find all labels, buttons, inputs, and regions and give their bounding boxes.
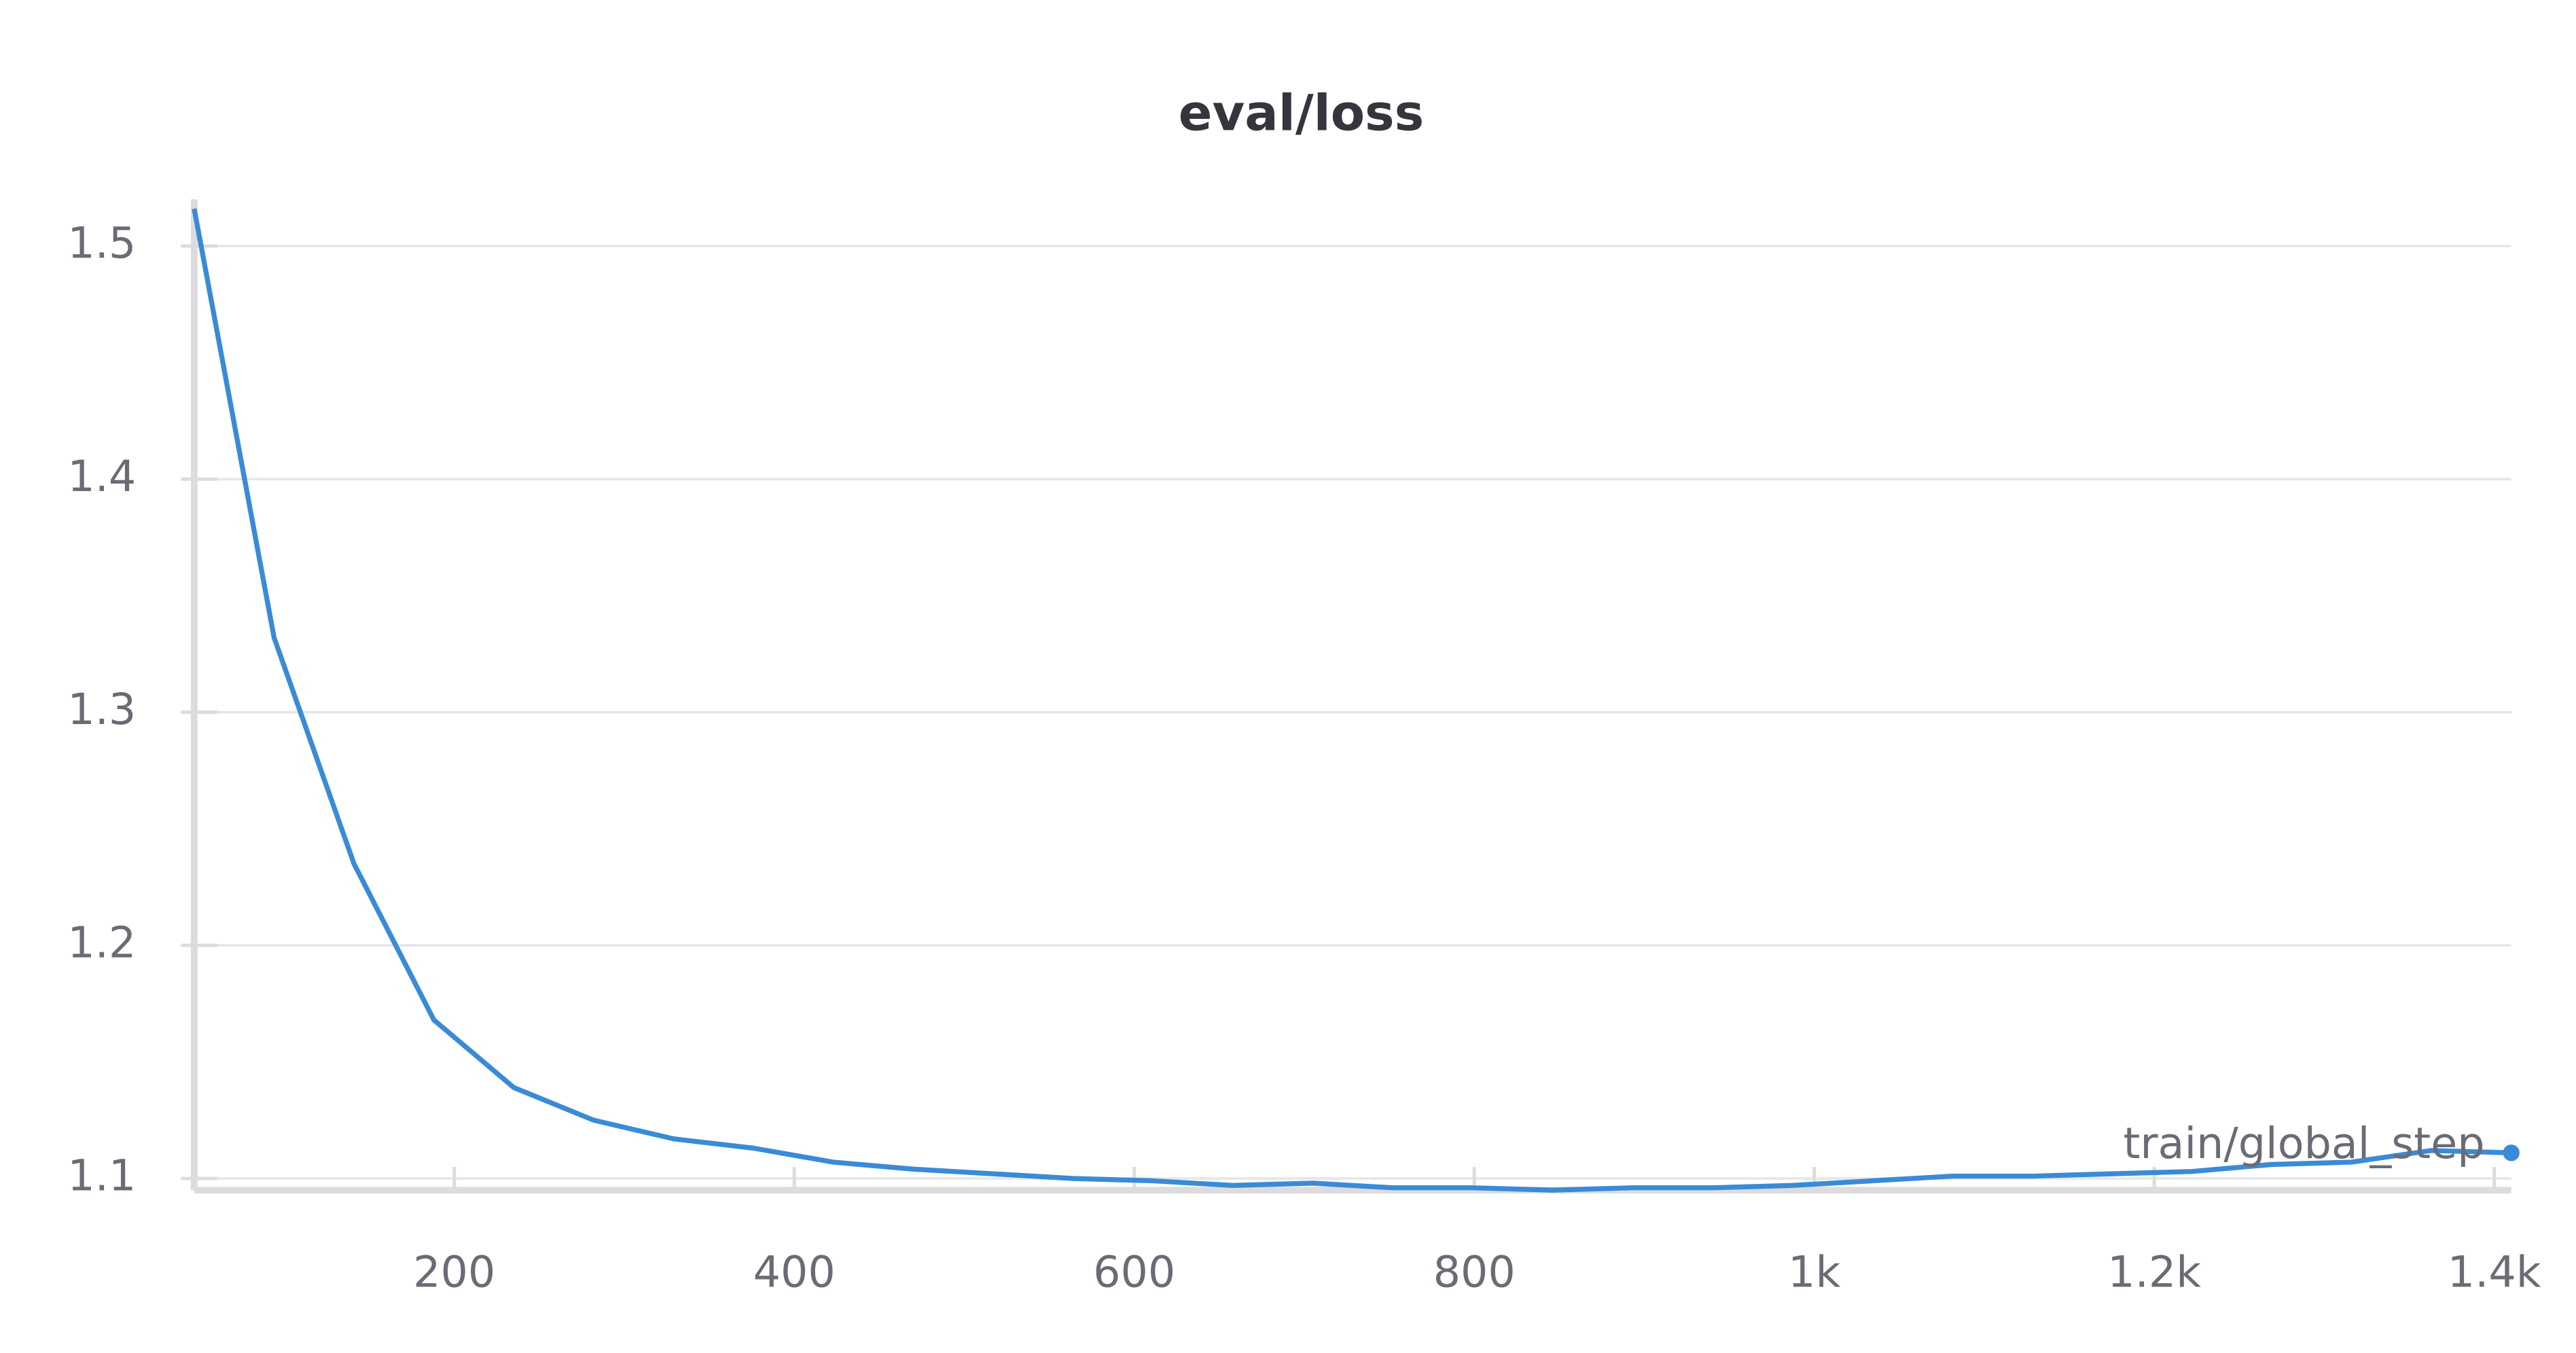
line — [192, 208, 2511, 1193]
y-tick-label: 1.1 — [67, 1151, 136, 1201]
x-tick-label: 1.2k — [2107, 1246, 2201, 1297]
x-tick-label: 200 — [413, 1246, 495, 1297]
y-tick-label: 1.4 — [67, 451, 136, 501]
chart-title: eval/loss — [1179, 84, 1425, 142]
x-tick-label: 800 — [1433, 1246, 1516, 1297]
y-tick-label: 1.5 — [67, 218, 136, 268]
x-tick-label: 600 — [1093, 1246, 1175, 1297]
series-label: train/global_step — [2124, 1118, 2485, 1168]
end-point — [2503, 1144, 2520, 1161]
x-tick-label: 1k — [1788, 1246, 1840, 1297]
x-tick-label: 400 — [753, 1246, 836, 1297]
y-tick-label: 1.3 — [67, 684, 136, 734]
y-tick-label: 1.2 — [67, 917, 136, 967]
x-tick-label: 1.4k — [2448, 1246, 2541, 1297]
